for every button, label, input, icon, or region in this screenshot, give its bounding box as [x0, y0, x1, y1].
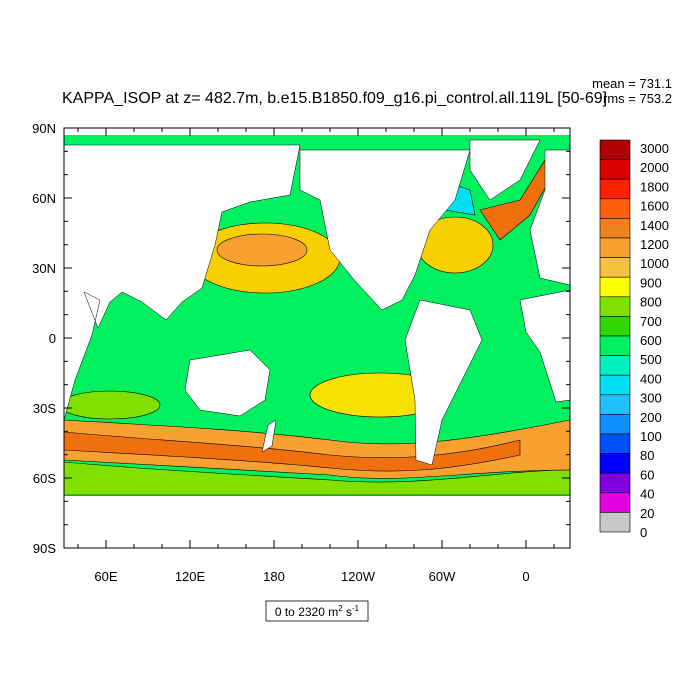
- colorbar-label: 1400: [640, 218, 669, 233]
- land: [299, 149, 471, 311]
- colorbar-label: 500: [640, 352, 662, 367]
- colorbar-label: 1800: [640, 179, 669, 194]
- colorbar-label: 200: [640, 410, 662, 425]
- colorbar-box: [599, 355, 631, 376]
- rms-stat: rms = 753.2: [603, 91, 672, 106]
- land: [469, 139, 541, 201]
- lon-label: 180: [263, 569, 285, 584]
- contour: [216, 233, 308, 267]
- lat-label: 30N: [32, 261, 56, 276]
- lat-label: 60S: [33, 471, 56, 486]
- colorbar-label: 3000: [640, 141, 669, 156]
- range-sup: 2: [338, 604, 343, 613]
- colorbar-label: 80: [640, 448, 654, 463]
- colorbar-box: [599, 296, 631, 317]
- lon-label: 0: [522, 569, 529, 584]
- land: [404, 299, 483, 466]
- colorbar-box: [599, 472, 631, 494]
- contour: [64, 431, 521, 472]
- land: [64, 144, 301, 421]
- colorbar-label: 800: [640, 295, 662, 310]
- range-text: s: [343, 605, 352, 619]
- mean-stat: mean = 731.1: [592, 76, 672, 91]
- colorbar-box: [599, 159, 631, 180]
- land: [519, 289, 570, 403]
- colorbar-label: 1000: [640, 256, 669, 271]
- lon-label: 60W: [429, 569, 456, 584]
- lat-label: 60N: [32, 191, 56, 206]
- colorbar-box: [599, 139, 631, 160]
- contour: [64, 461, 570, 496]
- colorbar-box: [599, 276, 631, 298]
- lat-label: 90N: [32, 121, 56, 136]
- colorbar-label: 0: [640, 525, 647, 540]
- colorbar-label: 1600: [640, 199, 669, 214]
- colorbar-label: 100: [640, 429, 662, 444]
- land: [64, 496, 570, 548]
- title: KAPPA_ISOP at z= 482.7m, b.e15.B1850.f09…: [62, 90, 607, 107]
- lon-label: 120W: [341, 569, 376, 584]
- land: [261, 419, 277, 453]
- colorbar-box: [599, 316, 631, 337]
- colorbar-box: [599, 257, 631, 278]
- lat-label: 0: [49, 331, 56, 346]
- colorbar-label: 1200: [640, 237, 669, 252]
- contour: [64, 390, 161, 420]
- land: [529, 149, 570, 286]
- colorbar-label: 2000: [640, 160, 669, 175]
- colorbar-label: 700: [640, 314, 662, 329]
- range-box: [265, 600, 369, 622]
- colorbar-label: 900: [640, 275, 662, 290]
- colorbar-label: 60: [640, 467, 654, 482]
- lon-label: 120E: [175, 569, 206, 584]
- colorbar-label: 600: [640, 333, 662, 348]
- colorbar-label: 40: [640, 487, 654, 502]
- range-text: 0 to 2320 m: [275, 605, 338, 619]
- land: [184, 349, 271, 417]
- colorbar-label: 400: [640, 371, 662, 386]
- ocean: [64, 135, 570, 145]
- colorbar-box: [599, 237, 631, 258]
- colorbar-label: 300: [640, 391, 662, 406]
- lat-label: 30S: [33, 401, 56, 416]
- colorbar-box: [599, 492, 631, 513]
- range-sup: -1: [352, 604, 360, 613]
- colorbar-box: [599, 394, 631, 415]
- colorbar-box: [599, 433, 631, 454]
- colorbar-box: [599, 218, 631, 239]
- lon-label: 60E: [94, 569, 117, 584]
- colorbar-box: [599, 178, 631, 200]
- colorbar-box: [599, 453, 631, 474]
- colorbar-box: [599, 512, 631, 533]
- range-label: 0 to 2320 m2 s-1: [275, 604, 360, 619]
- colorbar-box: [599, 414, 631, 435]
- lat-label: 90S: [33, 541, 56, 556]
- colorbar-box: [599, 335, 631, 356]
- colorbar-label: 20: [640, 506, 654, 521]
- map-field: [64, 128, 570, 548]
- colorbar-box: [599, 198, 631, 219]
- colorbar-box: [599, 374, 631, 396]
